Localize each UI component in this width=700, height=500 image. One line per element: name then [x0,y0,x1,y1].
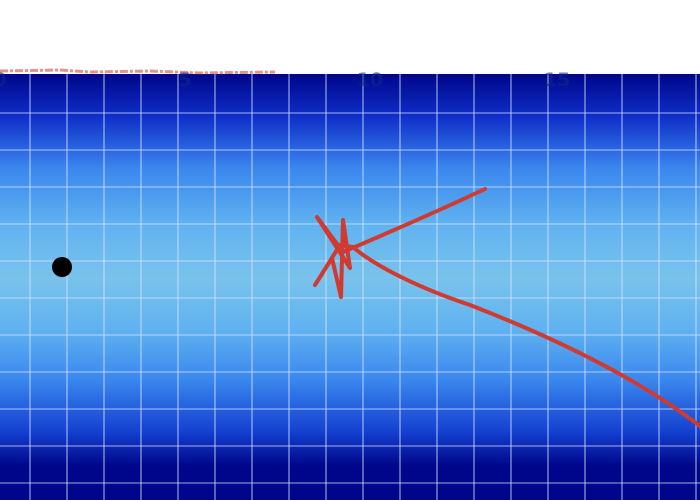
grid-lines [0,74,700,500]
tick-label-0: 0 [0,69,7,91]
ruler-ticks: 0 5 10 15 [0,69,570,91]
top-margin [0,0,700,74]
red-trajectory [313,187,700,428]
tick-label-10: 10 [357,69,383,91]
ruler-red-stroke [0,68,276,75]
ball[interactable] [52,257,72,277]
tick-label-15: 15 [544,69,570,91]
blue-band-background [0,74,700,500]
tick-label-5: 5 [178,69,191,91]
